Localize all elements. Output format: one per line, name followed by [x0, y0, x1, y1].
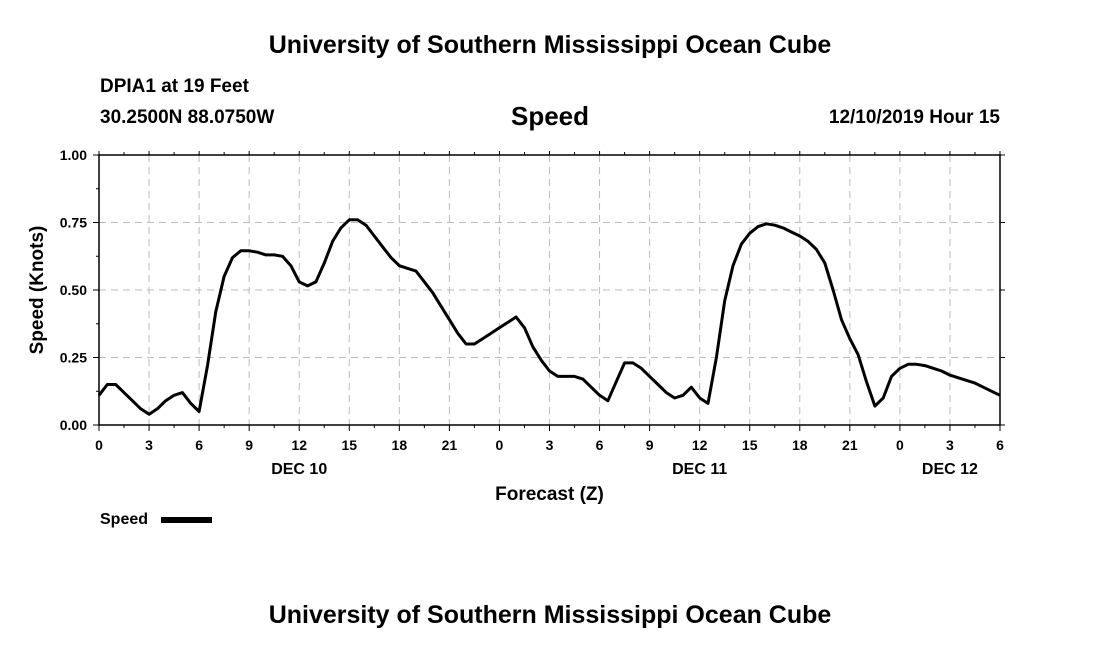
legend-label: Speed: [100, 511, 148, 528]
x-tick-label: 6: [195, 437, 203, 453]
day-label: DEC 11: [672, 461, 727, 478]
page-title: University of Southern Mississippi Ocean…: [268, 31, 832, 59]
legend: Speed: [100, 511, 212, 528]
x-tick-label: 21: [842, 437, 858, 453]
y-tick-label: 0.25: [60, 350, 87, 366]
coordinates-label: 30.2500N 88.0750W: [100, 107, 275, 128]
grid-lines: [99, 155, 1000, 425]
x-tick-label: 12: [692, 437, 708, 453]
y-tick-label: 0.00: [60, 417, 87, 433]
forecast-datetime: 12/10/2019 Hour 15: [828, 107, 1000, 128]
x-tick-label: 12: [291, 437, 307, 453]
station-label: DPIA1 at 19 Feet: [100, 76, 249, 97]
legend-swatch: [161, 517, 212, 523]
x-tick-label: 18: [392, 437, 408, 453]
series-layer: [97, 218, 1001, 416]
chart-title: Speed: [510, 101, 590, 131]
x-tick-label: 15: [742, 437, 758, 453]
speed-chart: 0 3 6 9 12 15 18 21 0 3 6 9 12 15 18 21 0 3 6 0.00 0.25 0.50 0…: [27, 147, 1005, 528]
x-tick-label: 0: [496, 437, 504, 453]
x-tick-label: 9: [646, 437, 654, 453]
y-tick-label: 1.00: [60, 147, 87, 163]
x-tick-label: 3: [946, 437, 954, 453]
y-axis-label: Speed (Knots): [27, 226, 48, 355]
x-tick-label: 21: [442, 437, 458, 453]
footer-title: University of Southern Mississippi Ocean…: [268, 601, 832, 629]
day-label: DEC 10: [271, 461, 327, 478]
x-tick-label: 0: [95, 437, 103, 453]
x-axis-label: Forecast (Z): [495, 484, 604, 505]
x-tick-label: 15: [341, 437, 357, 453]
axis-ticks: 0 3 6 9 12 15 18 21 0 3 6 9 12 15 18 21 0 3 6 0.00 0.25 0.50 0…: [27, 147, 1005, 505]
day-label: DEC 12: [922, 461, 978, 478]
x-tick-label: 6: [996, 437, 1004, 453]
y-tick-label: 0.75: [60, 215, 87, 231]
x-tick-label: 3: [546, 437, 554, 453]
x-tick-label: 3: [145, 437, 153, 453]
y-tick-label: 0.50: [60, 282, 87, 298]
x-tick-label: 9: [245, 437, 253, 453]
x-tick-label: 0: [896, 437, 904, 453]
x-tick-label: 18: [792, 437, 808, 453]
x-tick-label: 6: [596, 437, 604, 453]
series-line-speed: [97, 218, 1001, 416]
